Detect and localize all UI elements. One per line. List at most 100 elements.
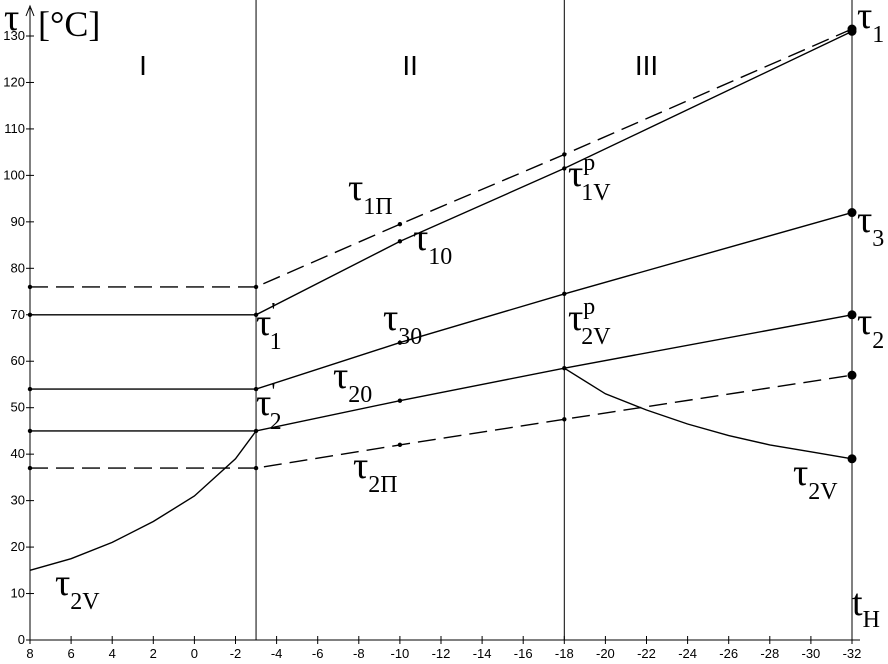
x-tick-label: -8 (353, 646, 365, 661)
annotation-main: τ (333, 355, 348, 397)
series-line (30, 314, 853, 432)
series-line (29, 367, 853, 571)
point (847, 310, 857, 320)
annotation: τ3 (857, 199, 884, 252)
point (253, 465, 259, 471)
x-axis-label-main: t (852, 582, 863, 624)
point (397, 239, 403, 244)
point (562, 417, 567, 422)
series-line (30, 28, 853, 288)
y-tick-label: 30 (11, 493, 25, 508)
x-tick-label: 2 (150, 646, 157, 661)
y-tick-label: 130 (3, 28, 25, 43)
y-tick-label: 20 (11, 539, 25, 554)
annotation-sub: 1 (270, 329, 282, 355)
annotation: τ' 1 (256, 299, 282, 355)
point (397, 442, 403, 448)
y-tick-label: 60 (11, 353, 25, 368)
annotation: τ20 (333, 355, 372, 408)
point (253, 312, 259, 317)
x-tick-label: 0 (191, 646, 198, 661)
point (847, 370, 857, 380)
y-tick-label: 100 (3, 167, 25, 182)
point (397, 340, 403, 345)
annotation-sub: 2V (808, 479, 838, 505)
y-axis-unit: [°C] (38, 4, 100, 44)
annotation-sub: 10 (428, 244, 452, 270)
series-line (30, 211, 853, 390)
point (27, 428, 33, 434)
annotation-main: τ (793, 452, 808, 494)
annotation: τ2V (793, 452, 838, 505)
point (27, 312, 33, 317)
x-tick-label: -14 (473, 646, 492, 661)
point (562, 152, 567, 157)
x-tick-label: -16 (514, 646, 533, 661)
annotation-main: τ (353, 445, 368, 487)
annotation: τ30 (383, 297, 422, 350)
x-tick-label: -22 (637, 646, 656, 661)
annotation-sup: ' (271, 379, 275, 405)
point (562, 166, 567, 171)
x-tick-label: -18 (555, 646, 574, 661)
region-label: III (635, 50, 658, 81)
x-axis-label-sub: H (863, 607, 880, 633)
annotation: τ10 (413, 217, 452, 270)
y-tick-label: 120 (3, 74, 25, 89)
point (397, 221, 403, 227)
y-tick-label: 10 (11, 586, 25, 601)
annotation-sub: 1 (872, 22, 884, 48)
annotation-main: τ (568, 297, 583, 339)
point (847, 24, 857, 34)
x-tick-label: -2 (230, 646, 242, 661)
x-tick-label: -26 (719, 646, 738, 661)
x-tick-label: -20 (596, 646, 615, 661)
annotation-main: τ (413, 217, 428, 259)
y-tick-label: 80 (11, 260, 25, 275)
annotation: τ2Π (353, 445, 398, 498)
point (562, 291, 567, 297)
annotation-sup: p (583, 150, 595, 176)
annotation-main: τ (256, 382, 271, 424)
y-tick-label: 40 (11, 446, 25, 461)
annotation-main: τ (857, 0, 872, 37)
point (847, 454, 857, 464)
point (397, 398, 403, 403)
x-tick-label: 6 (67, 646, 74, 661)
annotation: τp 2V (568, 294, 611, 350)
annotation: τ1Π (348, 167, 393, 220)
annotation: τ' 2 (256, 379, 282, 435)
annotation-main: τ (383, 297, 398, 339)
annotation-sub: 2V (581, 324, 611, 350)
point (253, 386, 259, 392)
region-label: I (139, 50, 147, 81)
annotation-sub: 2 (270, 409, 282, 435)
x-tick-label: -6 (312, 646, 324, 661)
annotation: τ1 (857, 0, 884, 48)
y-axis-arrow (25, 4, 35, 17)
annotation: τp 1V (568, 150, 611, 206)
x-tick-label: -28 (760, 646, 779, 661)
y-tick-label: 50 (11, 400, 25, 415)
y-tick-label: 70 (11, 307, 25, 322)
annotation-sup: p (583, 294, 595, 320)
annotation-main: τ (568, 153, 583, 195)
annotation-sub: 2Π (368, 472, 397, 498)
annotation-main: τ (55, 562, 70, 604)
annotation-main: τ (348, 167, 363, 209)
series-line (30, 30, 853, 316)
annotation-sub: 1Π (363, 194, 392, 220)
point (27, 284, 33, 290)
annotation-main: τ (857, 199, 872, 241)
annotation-sub: 1V (581, 180, 611, 206)
x-tick-label: 4 (109, 646, 116, 661)
annotation: τ2 (857, 301, 884, 354)
point (27, 465, 33, 471)
x-tick-label: -30 (802, 646, 821, 661)
point (847, 208, 857, 218)
x-tick-label: -24 (678, 646, 697, 661)
annotation-sup: ' (271, 299, 275, 325)
annotation-sub: 30 (398, 324, 422, 350)
annotation-main: τ (857, 301, 872, 343)
